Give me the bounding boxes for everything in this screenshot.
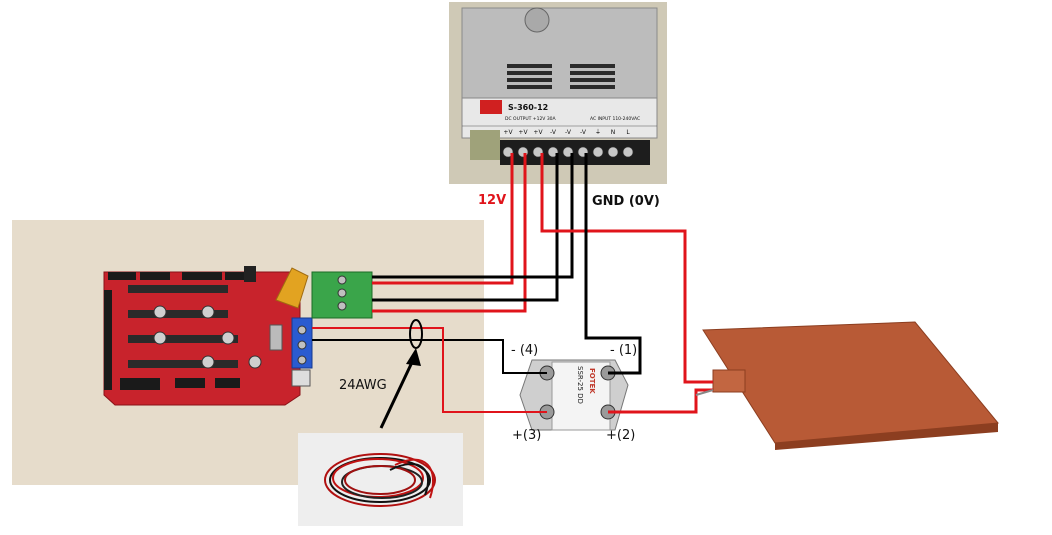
label-gnd: GND (0V) — [592, 194, 660, 209]
psu-terminal-screw — [622, 146, 634, 158]
psu-terminal-block — [502, 146, 634, 158]
wire-12v-a — [372, 153, 514, 285]
psu-terminal-label: -V — [580, 129, 587, 136]
wire-spool-photo — [298, 433, 463, 526]
wire-signal-neg — [312, 339, 547, 374]
psu-terminal-label: +V — [533, 129, 543, 136]
ramps-board — [103, 266, 373, 406]
psu-terminal-label: -V — [565, 129, 572, 136]
label-ssr-minus4: - (4) — [511, 343, 539, 358]
heatbed-edge — [775, 423, 998, 450]
heatbed-tab — [712, 369, 746, 393]
label-ssr-plus3: +(3) — [512, 428, 542, 443]
wire-gnd-a — [372, 153, 574, 279]
psu-terminal-screw — [607, 146, 619, 158]
psu-terminal-label: ⏚ — [595, 129, 601, 136]
heatbed — [702, 321, 999, 444]
psu-terminal-screw — [592, 146, 604, 158]
wire-heatbed-tap — [695, 389, 714, 396]
psu-terminal-labels: +V +V +V -V -V -V ⏚ N L — [503, 129, 630, 136]
solid-state-relay: FOTEK SSR-25 DD — [519, 359, 629, 431]
awg-arrow — [379, 357, 416, 429]
wire-signal-pos — [312, 327, 547, 413]
wire-gnd-b — [372, 153, 559, 302]
label-12v: 12V — [478, 193, 507, 208]
psu-input-label: AC INPUT 110-240VAC — [590, 116, 640, 122]
psu-terminal-label: L — [626, 129, 630, 136]
wire-gnd-ssr — [584, 153, 642, 375]
wire-ssr-heatbed — [608, 388, 713, 414]
wire-12v-heatbed — [540, 153, 713, 384]
psu-terminal-label: +V — [518, 129, 528, 136]
ssr-brand-label: FOTEK — [588, 368, 596, 394]
psu-terminal-label: -V — [550, 129, 557, 136]
label-ssr-plus2: +(2) — [606, 428, 636, 443]
psu-output-label: DC OUTPUT +12V 30A — [505, 116, 557, 122]
label-ssr-minus1: - (1) — [610, 343, 638, 358]
psu-model-label: S-360-12 — [508, 103, 548, 112]
wires-psu-to-ramps — [372, 153, 574, 313]
psu-terminal-label: N — [611, 129, 616, 136]
wire-spool — [324, 453, 436, 507]
psu-terminal-label: +V — [503, 129, 513, 136]
ssr-model-label: SSR-25 DD — [576, 366, 584, 404]
awg-arrowhead — [406, 348, 421, 366]
wire-12v-b — [372, 153, 527, 313]
label-24awg: 24AWG — [339, 378, 387, 393]
